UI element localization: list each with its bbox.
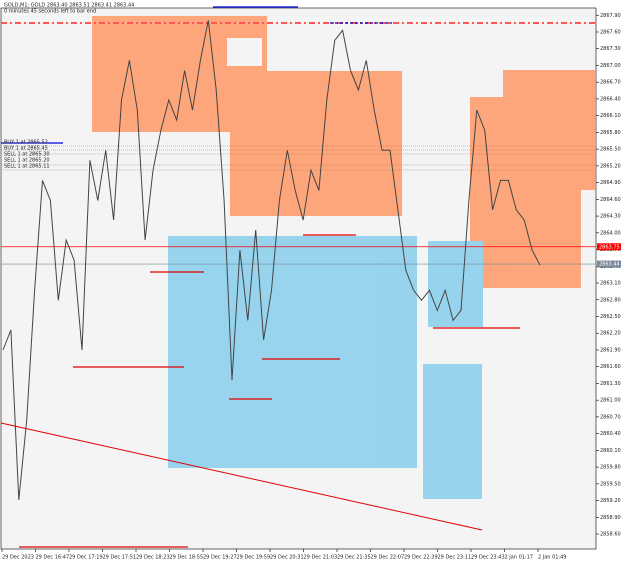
x-tick-label: 29 Dec 23:11 (438, 555, 472, 561)
y-tick-label: 2858.60 (600, 532, 621, 538)
price-tag-label: 2863.75 (599, 244, 620, 250)
x-tick-label: 2 Jan 01:17 (505, 555, 533, 561)
y-tick-label: 2867.00 (600, 63, 621, 69)
supply-zone (230, 71, 402, 216)
x-tick-label: 29 Dec 18:23 (136, 555, 170, 561)
order-label: BUY 1 at 2865.52 (4, 140, 48, 146)
x-tick-label: 29 Dec 20:31 (270, 555, 304, 561)
y-tick-label: 2861.00 (600, 398, 621, 404)
y-tick-label: 2862.50 (600, 314, 621, 320)
supply-zone (503, 70, 595, 190)
y-tick-label: 2863.10 (600, 281, 621, 287)
x-tick-label: 29 Dec 23:43 (471, 555, 505, 561)
y-tick-label: 2859.20 (600, 498, 621, 504)
y-tick-label: 2860.10 (600, 448, 621, 454)
y-tick-label: 2864.60 (600, 197, 621, 203)
y-tick-label: 2867.30 (600, 46, 621, 52)
y-tick-label: 2866.40 (600, 96, 621, 102)
y-tick-label: 2864.90 (600, 180, 621, 186)
order-label: SELL 1 at 2865.30 (4, 152, 50, 158)
y-tick-label: 2864.00 (600, 230, 621, 236)
y-tick-label: 2867.60 (600, 29, 621, 35)
order-label: SELL 1 at 2865.11 (4, 164, 50, 170)
y-tick-label: 2865.50 (600, 147, 621, 153)
x-tick-label: 29 Dec 21:03 (304, 555, 338, 561)
x-tick-label: 29 Dec 16:47 (36, 555, 70, 561)
price-tag-label: 2863.44 (599, 262, 620, 268)
x-tick-label: 29 Dec 22:39 (404, 555, 438, 561)
y-tick-label: 2860.70 (600, 414, 621, 420)
levels (19, 234, 520, 548)
chart-subtitle: 0 minutes 45 seconds left to bar end (4, 9, 96, 15)
x-tick-label: 2 Jan 01:49 (538, 555, 566, 561)
y-tick-label: 2859.50 (600, 481, 621, 487)
order-label: BUY 1 at 2865.45 (4, 146, 48, 152)
y-tick-label: 2861.90 (600, 347, 621, 353)
trend-line (0, 422, 483, 531)
price-tag (597, 243, 621, 251)
x-tick-label: 29 Dec 19:27 (203, 555, 237, 561)
y-tick-label: 2862.80 (600, 297, 621, 303)
x-tick-label: 29 Dec 2023 (2, 555, 34, 561)
demand-zone (168, 236, 417, 468)
y-tick-label: 2859.80 (600, 465, 621, 471)
zones (92, 16, 595, 499)
y-tick-label: 2861.60 (600, 364, 621, 370)
y-tick-label: 2866.70 (600, 80, 621, 86)
y-tick-label: 2865.80 (600, 130, 621, 136)
price-line-series (2, 20, 541, 501)
x-tick-label: 29 Dec 17:51 (103, 555, 137, 561)
dynamic: 2867.90 2867.60 2867.30 2867.00 2866.70 2866.… (1, 13, 621, 561)
y-tick-label: 2867.90 (600, 13, 621, 19)
chart-title: GOLD,M1: GOLD 2863.40 2863.51 2863.41 28… (4, 3, 134, 9)
x-tick-label: 29 Dec 18:55 (170, 555, 204, 561)
x-tick-label: 29 Dec 21:35 (337, 555, 371, 561)
y-tick-label: 2865.20 (600, 163, 621, 169)
y-tick-label: 2864.30 (600, 214, 621, 220)
zone-gap (227, 38, 262, 66)
y-tick-label: 2858.90 (600, 515, 621, 521)
price-tag (597, 260, 621, 268)
y-tick-label: 2862.20 (600, 331, 621, 337)
order-label: SELL 1 at 2865.20 (4, 158, 50, 164)
y-tick-label: 2861.30 (600, 381, 621, 387)
demand-zone (428, 241, 483, 327)
y-tick-label: 2866.10 (600, 113, 621, 119)
x-tick-label: 29 Dec 17:19 (69, 555, 103, 561)
demand-zone (423, 364, 482, 499)
x-tick-label: 29 Dec 22:07 (371, 555, 405, 561)
x-tick-label: 29 Dec 19:59 (237, 555, 271, 561)
y-tick-label: 2860.40 (600, 431, 621, 437)
